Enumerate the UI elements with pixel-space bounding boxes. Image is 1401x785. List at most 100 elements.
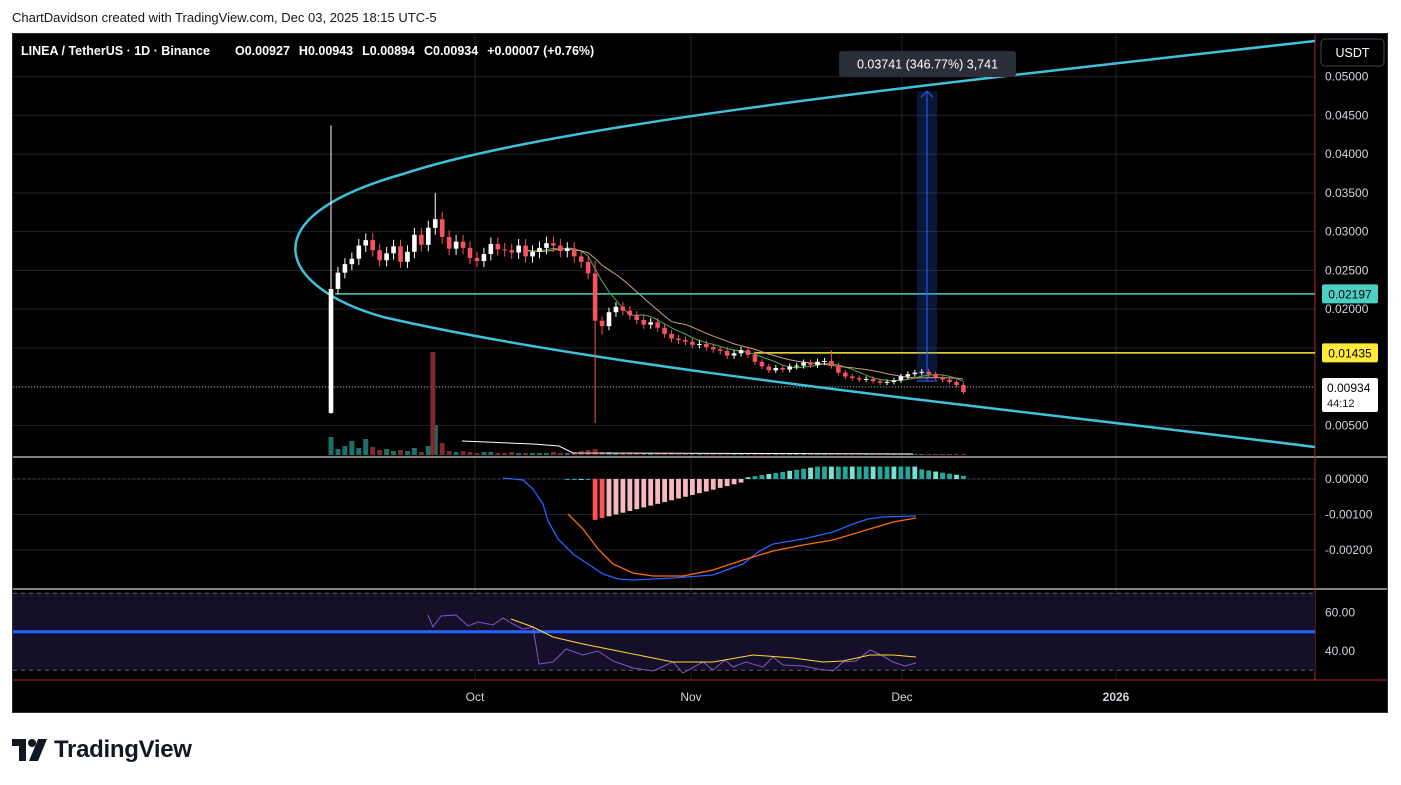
measure-tooltip xyxy=(839,51,1016,77)
candle-body xyxy=(384,253,389,261)
rsi-ma-line xyxy=(510,618,917,663)
measure-label: 0.03741 (346.77%) 3,741 xyxy=(857,58,998,72)
chart-frame[interactable]: 0.05000 0.04500 0.04000 0.03500 0.03000 0.025… xyxy=(12,33,1388,713)
volume-bar xyxy=(370,447,376,455)
tradingview-logo[interactable]: TradingView xyxy=(12,736,192,764)
volume-bar xyxy=(363,439,369,455)
candle-body xyxy=(426,227,431,245)
macd-histogram-bar xyxy=(954,474,959,479)
candle-body xyxy=(752,354,758,362)
volume-bar xyxy=(808,454,814,455)
candle-body xyxy=(773,368,779,371)
volume-bar xyxy=(634,453,640,455)
volume-bar xyxy=(842,454,848,455)
volume-bar xyxy=(557,453,563,455)
volume-bar xyxy=(398,450,403,455)
macd-histogram-bar xyxy=(870,466,876,479)
last-price-countdown: 44:12 xyxy=(1327,398,1355,410)
volume-bar xyxy=(467,452,473,455)
volume-bar xyxy=(877,454,883,455)
volume-bar xyxy=(391,451,397,455)
candle-body xyxy=(815,361,820,365)
currency-button[interactable] xyxy=(1320,38,1385,67)
macd-histogram-bar xyxy=(773,472,779,479)
volume-bar xyxy=(592,449,598,455)
volume-bar xyxy=(404,451,410,455)
candle-body xyxy=(933,374,938,378)
candle-body xyxy=(328,288,334,413)
candle-body xyxy=(669,333,674,339)
volume-bar xyxy=(453,452,459,455)
volume-bar xyxy=(439,443,445,455)
last-price-tag: 0.00934 44:12 xyxy=(1322,378,1378,412)
macd-histogram-bar xyxy=(912,466,918,479)
candle-body xyxy=(502,249,508,251)
candle-body xyxy=(738,350,744,354)
volume-bar xyxy=(516,453,522,455)
macd-histogram-bar xyxy=(926,470,932,479)
volume-bar xyxy=(898,454,904,455)
volume-bar xyxy=(682,454,688,455)
rsi-tick-label: 40.00 xyxy=(1325,644,1355,658)
candle-body xyxy=(488,244,494,255)
volume-bar xyxy=(446,451,452,455)
volume-bar xyxy=(696,454,702,455)
volume-bar xyxy=(460,451,466,455)
macd-histogram-bar xyxy=(794,469,800,479)
level-tag-cyan-text: 0.02197 xyxy=(1328,287,1372,301)
candle-body xyxy=(599,320,605,327)
candle-body xyxy=(377,250,382,261)
volume-bar xyxy=(821,454,827,455)
candle-body xyxy=(613,306,619,313)
volume-bar xyxy=(780,454,786,455)
candle-body xyxy=(683,340,688,342)
candle-body xyxy=(676,338,681,341)
macd-histogram-bar xyxy=(863,466,869,479)
candle-body xyxy=(794,365,799,367)
candle-body xyxy=(578,256,584,262)
rsi-pane xyxy=(13,592,1315,674)
macd-histogram-bar xyxy=(961,475,966,479)
volume-bar xyxy=(627,453,633,455)
candle-body xyxy=(801,362,806,366)
volume-bar xyxy=(474,453,480,455)
volume-bar xyxy=(328,437,334,455)
last-price-value: 0.00934 xyxy=(1327,381,1371,395)
macd-histogram-bar xyxy=(599,479,605,519)
macd-tick-label: 0.00000 xyxy=(1325,472,1369,486)
time-tick-label: 2026 xyxy=(1103,690,1130,704)
volume-bar xyxy=(550,452,556,455)
candle-body xyxy=(335,272,341,289)
macd-histogram-bar xyxy=(759,475,765,479)
candle-body xyxy=(439,219,445,238)
candle-body xyxy=(544,243,549,248)
volume-bar xyxy=(689,454,695,455)
volume-bar xyxy=(884,454,890,455)
volume-bar xyxy=(773,454,779,455)
volume-bar xyxy=(356,448,362,455)
price-chart[interactable]: 0.05000 0.04500 0.04000 0.03500 0.03000 0.025… xyxy=(13,34,1388,713)
macd-histogram-bar xyxy=(578,479,584,480)
candle-body xyxy=(759,361,765,367)
candle-body xyxy=(849,376,855,379)
candle-body xyxy=(453,241,459,249)
volume-bar xyxy=(676,454,681,455)
candle-body xyxy=(822,361,827,363)
candle-body xyxy=(912,372,918,375)
candle-body xyxy=(662,327,667,334)
candle-body xyxy=(940,377,945,380)
macd-histogram-bar xyxy=(884,466,890,479)
candle-body xyxy=(606,312,612,327)
candle-body xyxy=(641,319,647,325)
volume-bar xyxy=(703,454,709,455)
volume-bar xyxy=(717,454,723,455)
volume-bar xyxy=(502,453,508,455)
candle-body xyxy=(356,245,362,259)
candle-body xyxy=(905,374,911,377)
candle-body xyxy=(717,349,723,351)
candle-body xyxy=(961,385,966,393)
volume-bar xyxy=(425,446,431,455)
candlesticks xyxy=(328,125,966,424)
macd-histogram-bar xyxy=(690,479,695,495)
macd-histogram-bar xyxy=(745,477,751,479)
